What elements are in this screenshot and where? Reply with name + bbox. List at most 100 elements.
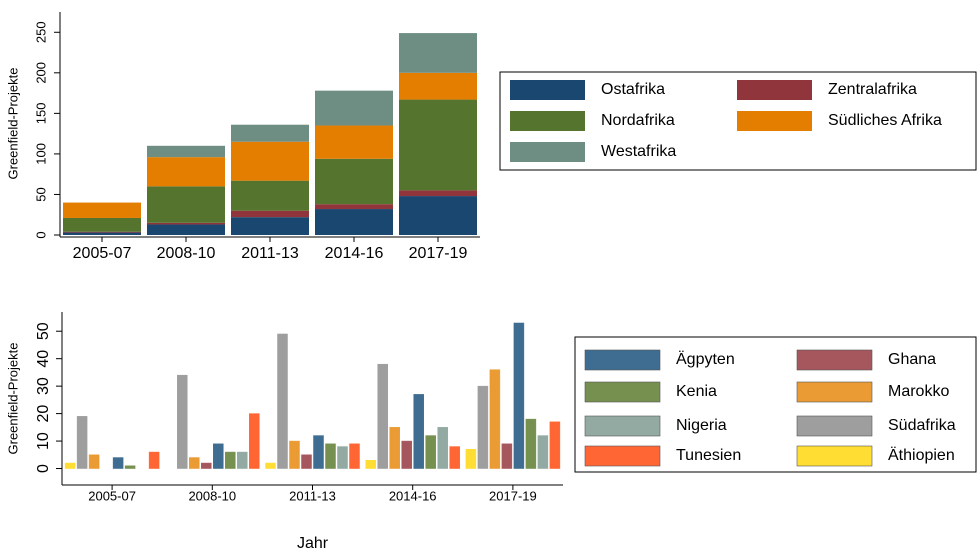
bar bbox=[76, 416, 88, 469]
y-axis-title: Greenfield-Projekte bbox=[5, 343, 20, 455]
bar-segment bbox=[315, 90, 393, 126]
bar bbox=[213, 443, 224, 469]
y-tick-label: 20 bbox=[35, 405, 52, 423]
bar bbox=[449, 446, 460, 469]
legend-swatch bbox=[737, 80, 812, 100]
y-tick-label: 30 bbox=[35, 377, 52, 395]
bar bbox=[365, 460, 376, 469]
bar bbox=[501, 443, 513, 469]
x-tick-label: 2017-19 bbox=[489, 488, 537, 503]
legend-label: Zentralafrika bbox=[828, 81, 917, 98]
bar-segment bbox=[147, 186, 225, 223]
bar bbox=[289, 440, 300, 469]
y-axis-title: Greenfield-Projekte bbox=[5, 68, 20, 180]
x-tick-label: 2014-16 bbox=[389, 488, 437, 503]
legend-label: Marokko bbox=[888, 383, 949, 400]
bar bbox=[389, 427, 400, 469]
legend-label: Ostafrika bbox=[601, 81, 665, 98]
y-tick-label: 150 bbox=[33, 103, 48, 125]
legend-label: Nordafrika bbox=[601, 112, 675, 129]
x-tick-label: 2005-07 bbox=[88, 488, 136, 503]
bar-segment bbox=[231, 124, 309, 142]
x-tick-label: 2014-16 bbox=[325, 245, 384, 262]
bar-segment bbox=[399, 190, 477, 197]
bar bbox=[549, 421, 561, 469]
bar-segment bbox=[399, 33, 477, 73]
bar bbox=[189, 457, 200, 469]
bar-segment bbox=[399, 72, 477, 100]
bar bbox=[401, 440, 412, 469]
bar bbox=[88, 454, 100, 469]
x-tick-label: 2017-19 bbox=[409, 245, 468, 262]
bar bbox=[337, 446, 348, 469]
legend-swatch bbox=[510, 142, 585, 162]
y-tick-label: 10 bbox=[35, 432, 52, 450]
legend-swatch bbox=[584, 415, 661, 437]
legend-swatch bbox=[796, 381, 873, 403]
legend-label: Kenia bbox=[676, 383, 717, 400]
legend-label: Südafrika bbox=[888, 417, 956, 434]
x-tick-label: 2011-13 bbox=[289, 488, 336, 503]
y-tick-label: 0 bbox=[33, 231, 48, 238]
bar bbox=[537, 435, 549, 469]
bar bbox=[477, 385, 489, 469]
bar-segment bbox=[231, 217, 309, 235]
y-tick-label: 0 bbox=[35, 464, 52, 473]
x-axis-title: Jahr bbox=[297, 535, 329, 551]
bar-segment bbox=[315, 158, 393, 205]
bar-segment bbox=[147, 157, 225, 187]
bar bbox=[249, 413, 260, 469]
bar-segment bbox=[147, 145, 225, 158]
y-tick-label: 200 bbox=[33, 62, 48, 84]
bar-segment bbox=[63, 232, 141, 235]
bar-segment bbox=[231, 180, 309, 211]
bar bbox=[465, 449, 477, 469]
bar bbox=[413, 394, 424, 469]
bar-segment bbox=[231, 141, 309, 181]
bar bbox=[437, 427, 448, 469]
bar bbox=[489, 369, 501, 469]
bar bbox=[237, 451, 248, 469]
bar bbox=[64, 462, 76, 469]
legend-label: Nigeria bbox=[676, 417, 727, 434]
legend-swatch bbox=[796, 445, 873, 467]
bar bbox=[377, 363, 388, 469]
x-tick-label: 2008-10 bbox=[188, 488, 236, 503]
legend-label: Äthiopien bbox=[888, 446, 955, 464]
bar-segment bbox=[147, 222, 225, 225]
legend-swatch bbox=[584, 445, 661, 467]
bar bbox=[177, 374, 188, 469]
x-tick-label: 2005-07 bbox=[73, 245, 132, 262]
bar bbox=[313, 435, 324, 469]
bar-segment bbox=[315, 209, 393, 235]
legend-label: Ägpyten bbox=[676, 350, 735, 368]
bar bbox=[225, 451, 236, 469]
x-tick-label: 2008-10 bbox=[157, 245, 216, 262]
y-tick-label: 50 bbox=[33, 187, 48, 201]
bar bbox=[525, 418, 537, 469]
bar bbox=[277, 333, 288, 469]
legend-swatch bbox=[796, 349, 873, 371]
legend-swatch bbox=[584, 349, 661, 371]
bar bbox=[513, 322, 525, 469]
legend-label: Westafrika bbox=[601, 143, 676, 160]
legend-label: Tunesien bbox=[676, 447, 741, 464]
bar bbox=[349, 443, 360, 469]
bar-segment bbox=[63, 202, 141, 218]
legend-label: Südliches Afrika bbox=[828, 112, 942, 129]
y-tick-label: 100 bbox=[33, 143, 48, 165]
bar bbox=[325, 443, 336, 469]
bar-segment bbox=[399, 99, 477, 191]
bar bbox=[148, 451, 160, 469]
bar bbox=[425, 435, 436, 469]
bar bbox=[301, 454, 312, 469]
bar bbox=[201, 462, 212, 469]
y-tick-label: 50 bbox=[35, 322, 52, 340]
bar-segment bbox=[63, 231, 141, 233]
legend-swatch bbox=[796, 415, 873, 437]
legend-swatch bbox=[510, 111, 585, 131]
legend-swatch bbox=[737, 111, 812, 131]
bar-segment bbox=[399, 196, 477, 235]
bar-segment bbox=[231, 210, 309, 218]
